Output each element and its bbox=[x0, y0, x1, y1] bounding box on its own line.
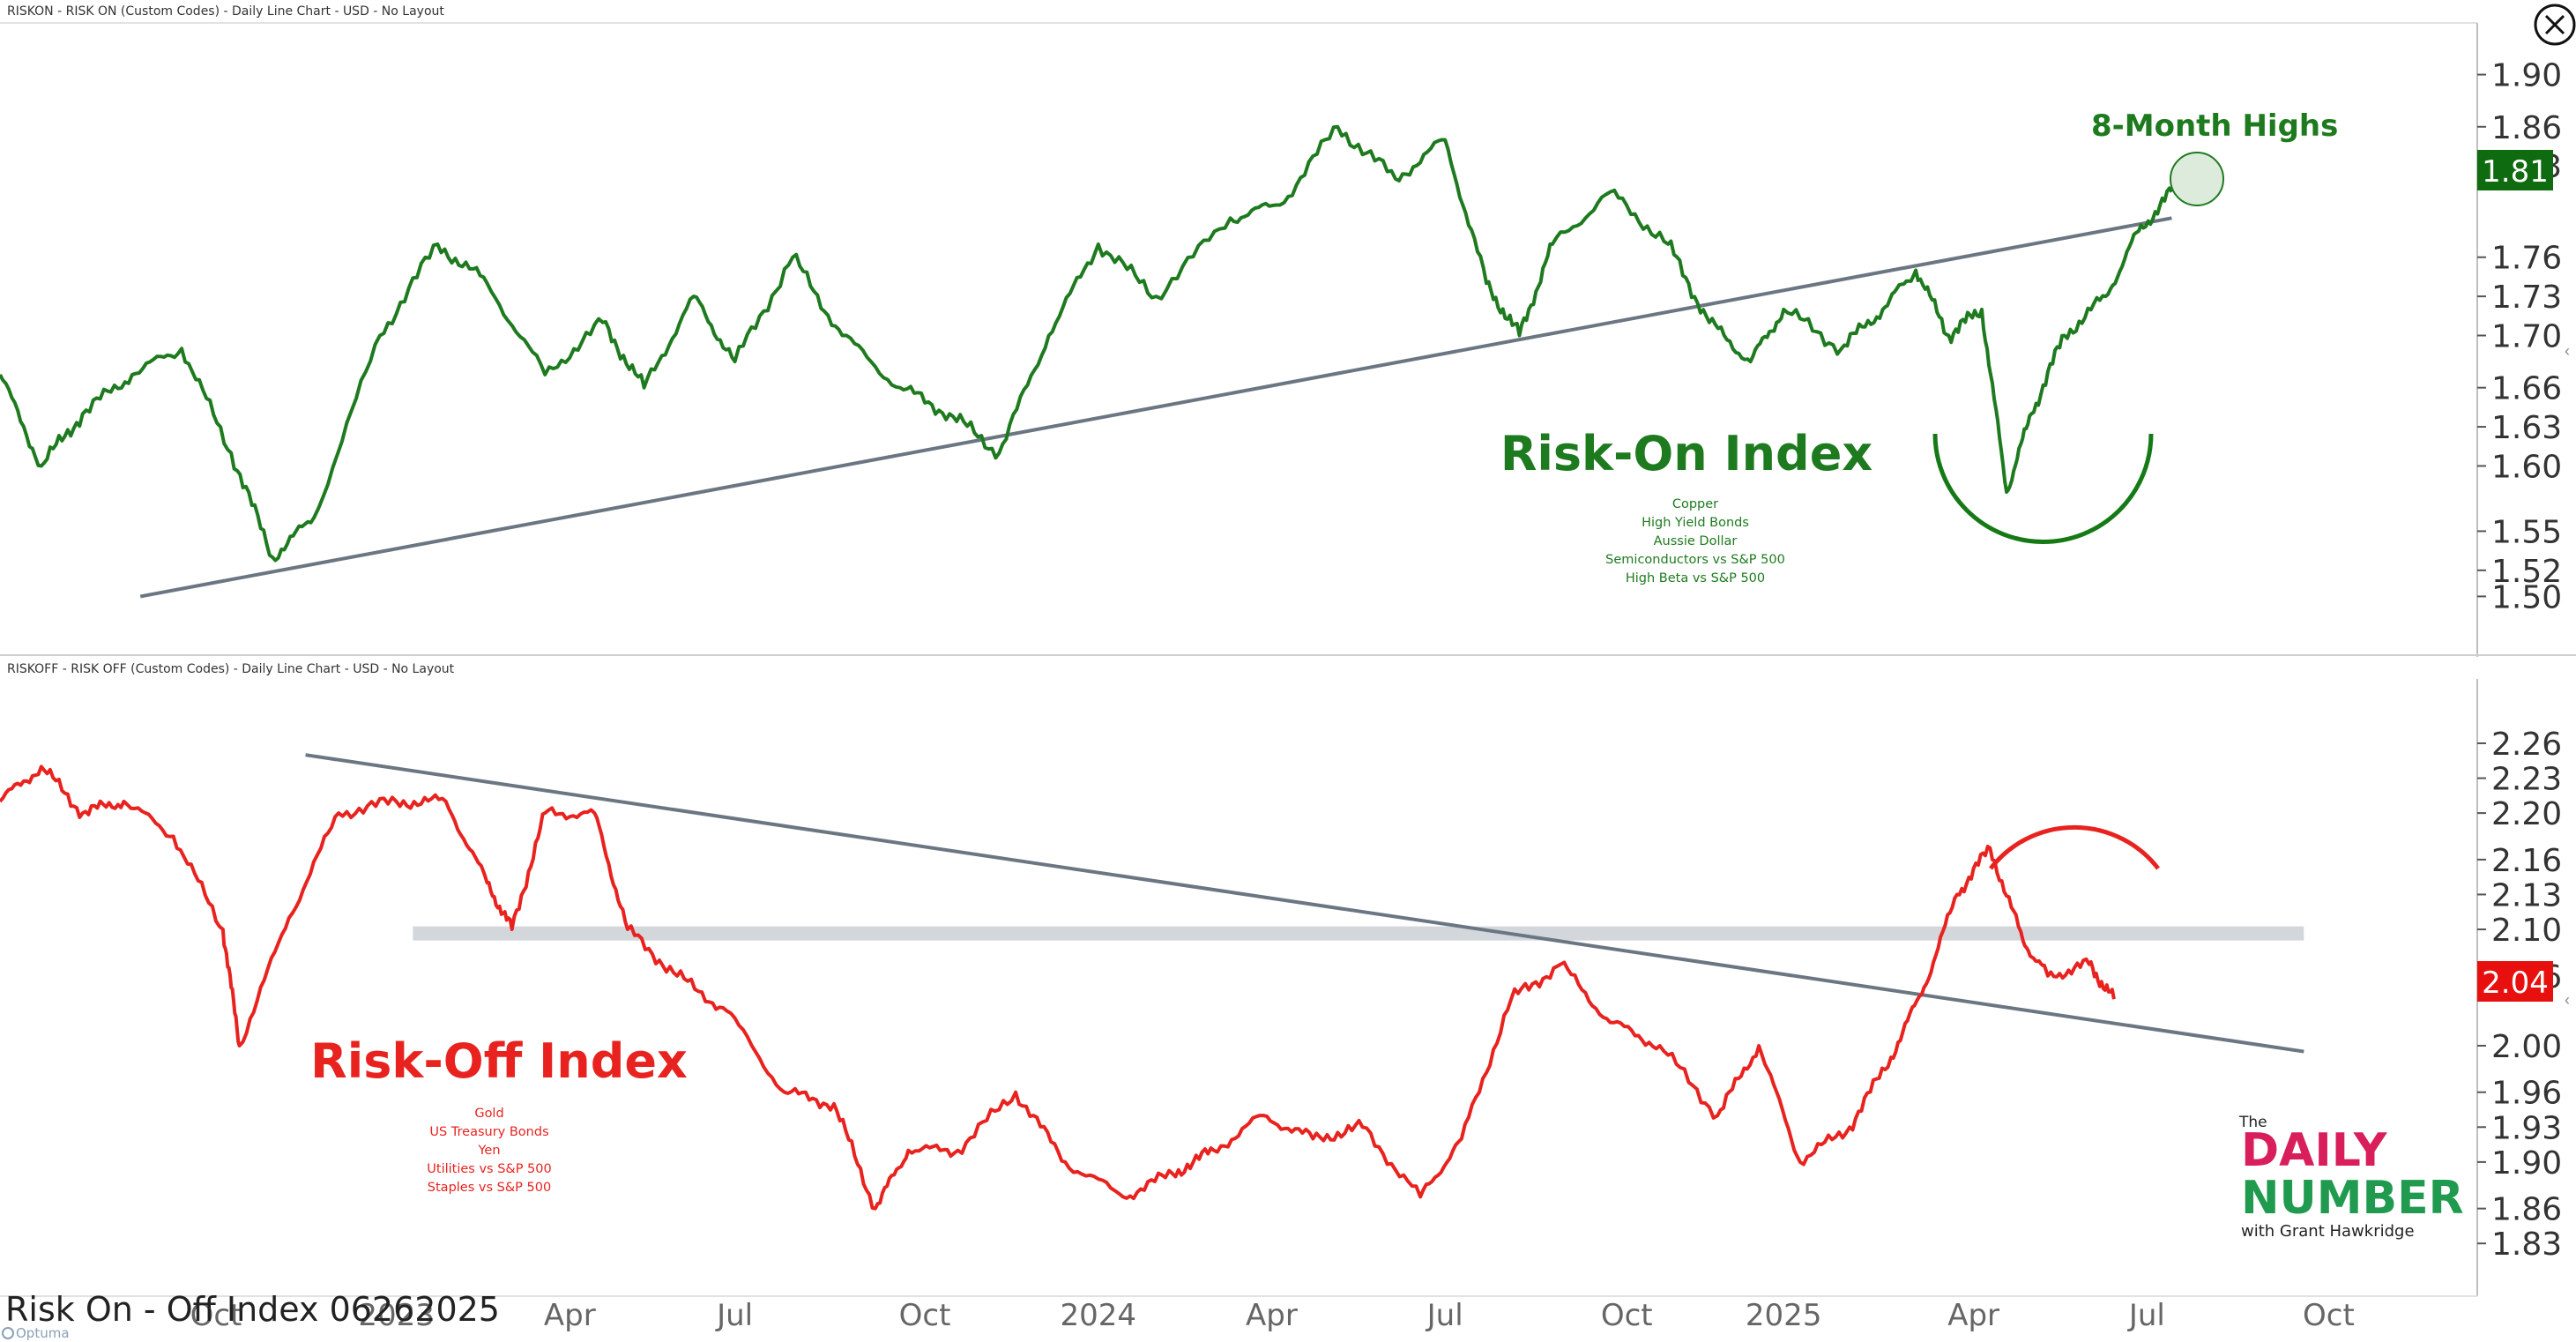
risk-on-y-tick-label: 1.90 bbox=[2491, 58, 2562, 94]
x-tick-label: Jul bbox=[2127, 1298, 2165, 1333]
risk-on-y-tick-label: 1.86 bbox=[2491, 110, 2562, 146]
risk-on-y-tick-label: 1.66 bbox=[2491, 371, 2562, 407]
x-tick-label: Oct bbox=[2303, 1298, 2355, 1333]
risk-off-y-tick-label: 1.96 bbox=[2491, 1076, 2562, 1112]
risk-off-last-value-badge: 2.04 bbox=[2477, 961, 2553, 1002]
risk-off-series-line bbox=[0, 764, 2116, 1211]
component-label: Copper bbox=[1672, 497, 1718, 511]
risk-off-dome-arc bbox=[1989, 824, 2160, 870]
component-label: High Beta vs S&P 500 bbox=[1626, 571, 1765, 585]
x-axis: Oct 2023 Apr Jul Oct 2024 Apr Jul Oct 2025 Apr Jul… bbox=[0, 1295, 2477, 1333]
risk-on-last-value: 1.81 bbox=[2482, 154, 2549, 190]
risk-on-y-tick-label: 1.73 bbox=[2491, 280, 2562, 316]
x-tick-label: Oct bbox=[899, 1298, 951, 1333]
risk-off-y-tick-label: 1.93 bbox=[2491, 1110, 2562, 1146]
risk-on-y-tick-label: 1.60 bbox=[2491, 449, 2562, 485]
logo-with: with Grant Hawkridge bbox=[2241, 1222, 2415, 1241]
risk-off-last-value: 2.04 bbox=[2482, 965, 2549, 1001]
risk-on-y-tick-label: 1.50 bbox=[2491, 579, 2562, 615]
x-tick-label: 2025 bbox=[1746, 1298, 1822, 1333]
risk-on-header: RISKON - RISK ON (Custom Codes) - Daily … bbox=[7, 4, 444, 19]
risk-off-y-tick-label: 1.90 bbox=[2491, 1145, 2562, 1182]
risk-off-y-tick-label: 2.23 bbox=[2491, 762, 2562, 798]
x-tick-label: 2024 bbox=[1061, 1298, 1137, 1333]
component-label: High Yield Bonds bbox=[1642, 516, 1749, 530]
component-label: Aussie Dollar bbox=[1654, 534, 1738, 548]
component-label: Yen bbox=[477, 1144, 500, 1158]
optuma-text: Optuma bbox=[16, 1325, 70, 1341]
component-label: Semiconductors vs S&P 500 bbox=[1605, 553, 1785, 567]
risk-on-title: Risk-On Index bbox=[1500, 426, 1873, 481]
risk-off-y-tick-label: 2.13 bbox=[2491, 877, 2562, 913]
risk-off-trendline bbox=[305, 753, 2304, 1054]
x-tick-label: Apr bbox=[1947, 1298, 1999, 1333]
risk-off-y-tick-label: 1.86 bbox=[2491, 1192, 2562, 1228]
risk-on-y-tick-label: 1.70 bbox=[2491, 319, 2562, 355]
risk-on-panel: RISKON - RISK ON (Custom Codes) - Daily … bbox=[0, 4, 2570, 657]
risk-on-cup-arc bbox=[1932, 433, 2154, 544]
risk-on-y-tick-label: 1.63 bbox=[2491, 410, 2562, 446]
x-tick-label: Apr bbox=[544, 1298, 596, 1333]
risk-off-y-tick-label: 1.83 bbox=[2491, 1226, 2562, 1263]
risk-off-panel: RISKOFF - RISK OFF (Custom Codes) - Dail… bbox=[0, 654, 2576, 1296]
close-icon bbox=[2544, 14, 2565, 35]
component-label: Gold bbox=[474, 1107, 503, 1121]
logo-daily: DAILY bbox=[2241, 1124, 2388, 1177]
component-label: US Treasury Bonds bbox=[429, 1125, 548, 1139]
risk-off-y-tick-label: 2.16 bbox=[2491, 843, 2562, 879]
risk-on-annotation: 8-Month Highs bbox=[2091, 108, 2338, 144]
risk-on-series-line bbox=[0, 124, 2174, 563]
x-tick-label: Apr bbox=[1246, 1298, 1298, 1333]
x-tick-label: Oct bbox=[1601, 1298, 1653, 1333]
optuma-watermark: Optuma bbox=[2, 1325, 70, 1341]
risk-off-y-tick-label: 2.00 bbox=[2491, 1029, 2562, 1065]
risk-off-y-tick-label: 2.26 bbox=[2491, 727, 2562, 763]
risk-off-header: RISKOFF - RISK OFF (Custom Codes) - Dail… bbox=[7, 662, 455, 676]
risk-off-y-tick-label: 2.20 bbox=[2491, 796, 2562, 832]
svg-text:‹: ‹ bbox=[2565, 342, 2570, 360]
x-tick-label: Jul bbox=[715, 1298, 753, 1333]
risk-on-trendline bbox=[139, 216, 2172, 599]
logo-the: The bbox=[2238, 1114, 2267, 1131]
svg-text:‹: ‹ bbox=[2565, 991, 2570, 1009]
risk-on-y-tick-label: 1.76 bbox=[2491, 241, 2562, 277]
x-tick-label: Oct bbox=[190, 1298, 242, 1333]
logo-number: NUMBER bbox=[2241, 1172, 2464, 1225]
component-label: Utilities vs S&P 500 bbox=[427, 1162, 551, 1176]
close-button[interactable] bbox=[2534, 4, 2576, 46]
x-tick-label: 2023 bbox=[358, 1298, 435, 1333]
risk-off-y-tick-label: 2.10 bbox=[2491, 913, 2562, 949]
component-label: Staples vs S&P 500 bbox=[428, 1181, 551, 1195]
chart-caption: Risk On - Off Index 06262025 bbox=[5, 1290, 500, 1329]
risk-on-y-tick-label: 1.55 bbox=[2491, 514, 2562, 550]
risk-off-resistance-band bbox=[413, 926, 2304, 941]
risk-on-y-tick-label: 1.52 bbox=[2491, 554, 2562, 590]
daily-number-logo: The DAILY NUMBER with Grant Hawkridge bbox=[2238, 1114, 2464, 1241]
risk-off-title: Risk-Off Index bbox=[310, 1033, 688, 1089]
risk-on-breakout-circle bbox=[2170, 152, 2224, 206]
risk-on-last-value-badge: 1.81 bbox=[2477, 150, 2553, 190]
x-tick-label: Jul bbox=[1426, 1298, 1463, 1333]
